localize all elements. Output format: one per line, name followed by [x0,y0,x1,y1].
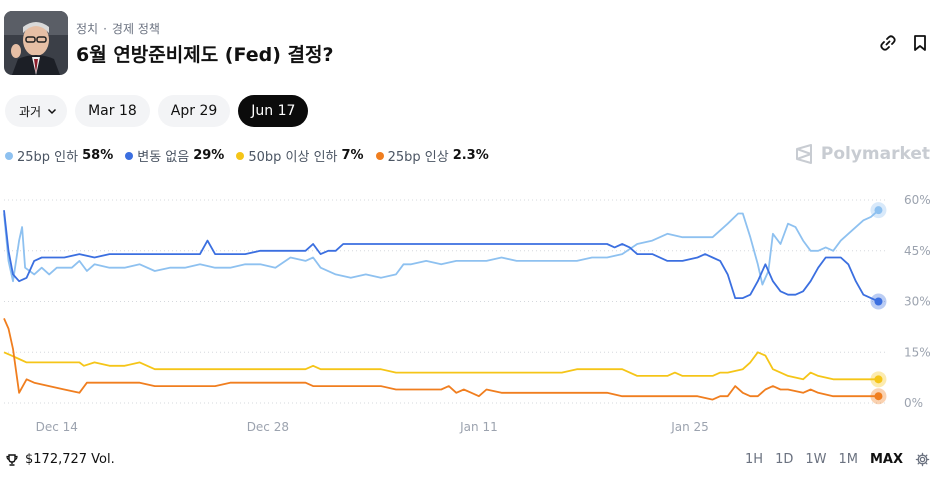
header-actions [878,33,930,53]
range-max[interactable]: MAX [869,452,903,467]
legend-pct: 58% [82,148,114,163]
y-tick-label: 45% [904,244,931,258]
polymarket-watermark: Polymarket [793,143,930,165]
breadcrumb-subcategory[interactable]: 경제 정책 [111,22,160,36]
bookmark-icon[interactable] [910,33,930,53]
tab-jun-17[interactable]: Jun 17 [238,95,309,127]
legend-swatch [125,151,134,160]
legend-label: 50bp 이상 인하 [248,150,338,165]
market-thumbnail [4,11,68,75]
legend-item: 50bp 이상 인하 7% [236,146,364,165]
x-tick-label: Jan 25 [670,420,709,434]
chart-legend: 25bp 인하 58% 변동 없음 29% 50bp 이상 인하 7% 25bp… [5,146,489,165]
tab-past[interactable]: 과거 [5,95,68,127]
range-1m[interactable]: 1M [838,452,858,467]
y-tick-label: 15% [904,345,931,359]
series-end-dot[interactable] [874,375,883,384]
x-tick-label: Jan 11 [459,420,498,434]
breadcrumb-separator: · [103,22,107,36]
series-line[interactable] [3,318,879,401]
polymarket-logo-icon [795,144,812,164]
volume: $172,727 Vol. [5,452,115,467]
series-end-dot[interactable] [874,206,883,215]
series-line[interactable] [3,210,879,303]
legend-label: 변동 없음 [137,150,190,165]
range-1w[interactable]: 1W [805,452,827,467]
chevron-down-icon [48,108,57,115]
date-tabs: 과거 Mar 18 Apr 29 Jun 17 [5,95,309,127]
tab-past-label: 과거 [19,104,42,119]
price-chart[interactable]: 0% 15% 30% 45% 60% Dec 14 Dec 28 Jan 11 Jan 25 [0,180,938,442]
x-tick-label: Dec 14 [36,420,78,434]
tab-mar-18[interactable]: Mar 18 [75,95,150,127]
y-tick-label: 60% [904,193,931,207]
range-1d[interactable]: 1D [775,452,794,467]
portrait-image [4,11,68,75]
legend-swatch [236,151,245,160]
breadcrumb-category[interactable]: 정치 [76,22,99,36]
y-tick-label: 0% [904,396,923,410]
link-icon[interactable] [878,33,898,53]
legend-label: 25bp 인하 [17,150,79,165]
volume-text: $172,727 Vol. [25,452,115,467]
breadcrumb: 정치 · 경제 정책 [76,20,160,37]
legend-label: 25bp 인상 [387,150,449,165]
legend-item: 변동 없음 29% [125,146,224,165]
legend-swatch [375,151,384,160]
legend-item: 25bp 인상 2.3% [375,146,489,165]
legend-pct: 7% [341,148,364,163]
y-tick-label: 30% [904,295,931,309]
brand-name: Polymarket [820,144,930,164]
time-range-selector: 1H 1D 1W 1M MAX [745,452,930,467]
legend-swatch [5,151,13,160]
legend-pct: 29% [193,148,225,163]
series-line[interactable] [3,209,880,286]
series-end-dot[interactable] [874,392,883,401]
series-line[interactable] [3,351,879,381]
settings-gear-icon[interactable] [915,452,930,467]
range-1h[interactable]: 1H [745,452,764,467]
series-end-dot[interactable] [874,297,883,306]
market-title: 6월 연방준비제도 (Fed) 결정? [76,44,334,66]
trophy-icon [6,453,18,466]
legend-item: 25bp 인하 58% [5,146,113,165]
tab-apr-29[interactable]: Apr 29 [157,95,231,127]
legend-pct: 2.3% [452,148,489,163]
x-tick-label: Dec 28 [247,420,289,434]
